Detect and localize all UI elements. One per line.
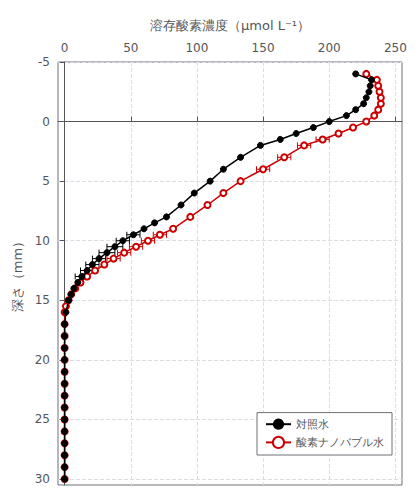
svg-text:150: 150 xyxy=(252,41,275,55)
svg-text:30: 30 xyxy=(35,472,50,486)
svg-text:250: 250 xyxy=(384,41,407,55)
svg-text:20: 20 xyxy=(35,353,50,367)
svg-text:25: 25 xyxy=(35,412,50,426)
svg-text:対照水: 対照水 xyxy=(296,418,329,431)
svg-text:0: 0 xyxy=(61,41,69,55)
svg-text:酸素ナノバブル水: 酸素ナノバブル水 xyxy=(296,436,384,449)
svg-text:100: 100 xyxy=(185,41,208,55)
svg-text:200: 200 xyxy=(318,41,341,55)
svg-text:深さ（mm）: 深さ（mm） xyxy=(10,235,25,312)
svg-text:15: 15 xyxy=(35,293,50,307)
svg-text:0: 0 xyxy=(42,115,50,129)
svg-text:10: 10 xyxy=(35,234,50,248)
svg-text:溶存酸素濃度（μmol L⁻¹）: 溶存酸素濃度（μmol L⁻¹） xyxy=(150,18,310,33)
svg-text:5: 5 xyxy=(42,174,50,188)
svg-text:50: 50 xyxy=(123,41,138,55)
svg-text:-5: -5 xyxy=(38,55,50,69)
